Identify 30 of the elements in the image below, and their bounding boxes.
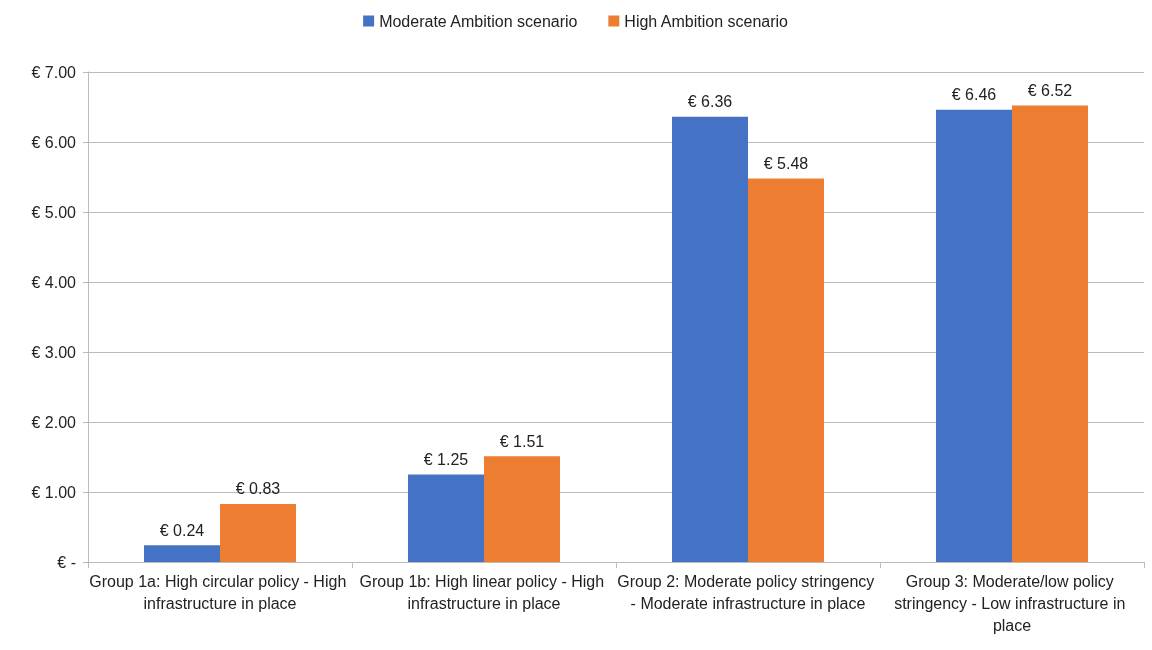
y-tick-label: € 7.00 [31, 63, 77, 81]
legend-label: High Ambition scenario [624, 12, 789, 30]
bar [748, 178, 824, 562]
x-tick-label: Group 2: Moderate policy stringency - Moderate infrastructure in place [617, 572, 879, 612]
x-tick-label: Group 3: Moderate/low policy stringency - Low infrastructure in place [894, 572, 1130, 634]
x-tick-label: Group 1a: High circular policy - High infrastructure in place [89, 572, 351, 612]
y-tick-label: € 6.00 [31, 133, 77, 151]
bar [220, 503, 296, 562]
y-tick-label: € 1.00 [31, 483, 77, 501]
y-tick-label: € 2.00 [31, 413, 77, 431]
bar [484, 456, 560, 562]
bar [672, 116, 748, 562]
x-tick-label: Group 1b: High linear policy - High infrastructure in place [359, 572, 609, 612]
data-label: € 6.46 [951, 86, 997, 104]
y-tick-label: € 4.00 [31, 273, 77, 291]
y-tick-label: € - [57, 553, 76, 571]
data-label: € 0.24 [159, 521, 205, 539]
y-tick-label: € 5.00 [31, 203, 77, 221]
data-label: € 1.25 [423, 451, 469, 468]
data-label: € 5.48 [763, 154, 809, 172]
data-label: € 0.83 [235, 480, 281, 498]
y-tick-label: € 3.00 [31, 343, 77, 361]
bar [408, 474, 484, 562]
bar [1012, 105, 1088, 562]
bar [144, 545, 220, 562]
data-label: € 6.52 [1027, 82, 1073, 100]
legend-label: Moderate Ambition scenario [379, 12, 578, 30]
data-label: € 1.51 [499, 432, 545, 450]
bar [936, 109, 1012, 562]
data-label: € 6.36 [687, 93, 733, 111]
